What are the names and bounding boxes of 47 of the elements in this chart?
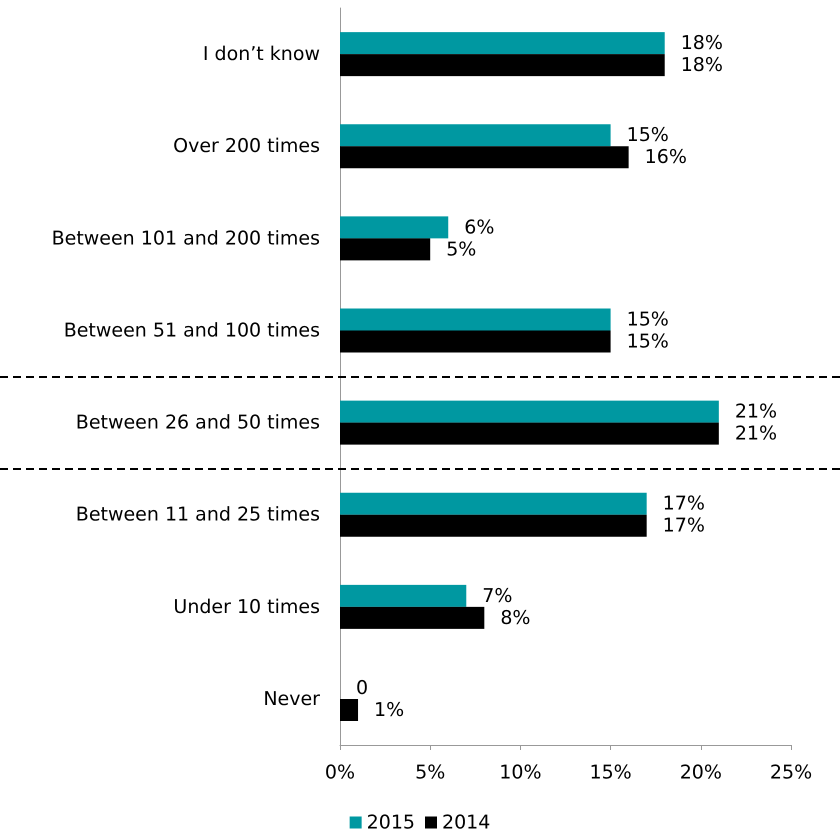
y-tick-label: Between 11 and 25 times	[76, 504, 320, 526]
y-tick-label: I don’t know	[202, 43, 320, 66]
bar	[340, 584, 466, 607]
bar	[340, 422, 719, 445]
data-label: 18%	[680, 54, 723, 76]
x-tick-label: 15%	[589, 762, 632, 784]
data-label: 15%	[626, 124, 669, 146]
bar	[340, 146, 629, 168]
data-label: 17%	[662, 492, 705, 515]
bar	[340, 216, 448, 238]
data-label: 6%	[464, 216, 494, 238]
bar	[340, 698, 358, 721]
y-tick-label: Between 26 and 50 times	[76, 412, 320, 434]
data-label: 15%	[626, 308, 669, 330]
data-label: 16%	[644, 146, 687, 168]
x-tick-label: 20%	[680, 762, 722, 784]
data-label: 1%	[374, 698, 404, 721]
y-tick-label: Between 51 and 100 times	[64, 319, 320, 342]
x-tick-label: 25%	[770, 762, 812, 784]
bar	[340, 606, 484, 629]
bar	[340, 330, 611, 352]
y-tick-label: Never	[263, 688, 320, 710]
y-tick-label: Between 101 and 200 times	[52, 227, 320, 250]
x-tick-label: 5%	[415, 762, 446, 784]
legend-label: 2015	[366, 812, 416, 834]
bar	[340, 124, 611, 146]
bar	[340, 32, 665, 54]
bar	[340, 54, 665, 76]
y-tick-label: Under 10 times	[173, 596, 320, 618]
x-tick-label: 10%	[499, 762, 542, 784]
data-label: 15%	[626, 330, 669, 352]
data-label: 8%	[500, 606, 530, 629]
data-label: 17%	[662, 514, 705, 537]
data-label: 21%	[734, 422, 778, 445]
bar	[340, 514, 647, 537]
bar	[340, 308, 611, 330]
legend-label: 2014	[442, 812, 490, 834]
bar	[340, 492, 647, 515]
data-label: 21%	[734, 400, 778, 423]
data-label: 7%	[482, 584, 512, 607]
x-tick-label: 0%	[324, 762, 356, 784]
y-tick-label: Over 200 times	[173, 135, 320, 158]
data-label: 18%	[680, 32, 723, 54]
data-label: 5%	[446, 238, 476, 260]
data-label: 0	[356, 676, 368, 699]
bar	[340, 400, 719, 423]
bar	[340, 238, 430, 260]
